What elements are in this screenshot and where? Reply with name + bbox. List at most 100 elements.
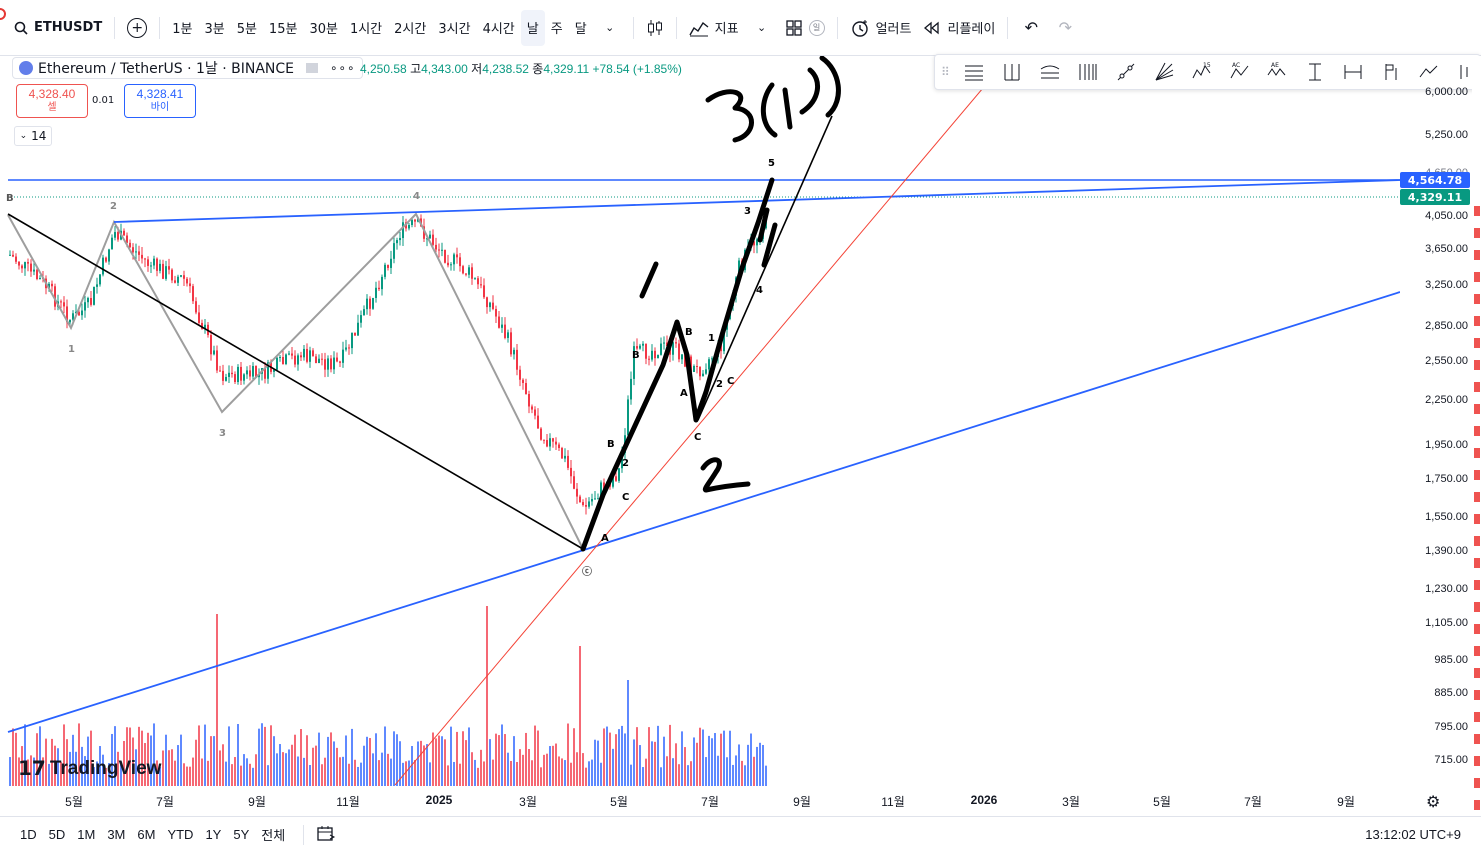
wave-15-tool-icon[interactable]: 15 (1189, 59, 1215, 85)
volume-bar (279, 744, 281, 786)
price-label: 5,250.00 (1425, 129, 1468, 141)
layouts-button[interactable] (779, 10, 809, 46)
price-chart[interactable]: B 2 1 3 4 B C A B 2 C B 1 A 2 C 3 4 5 ⓒ (0, 56, 1400, 816)
wave-label: B (6, 193, 14, 204)
indicators-icon (689, 21, 709, 36)
interval-3m[interactable]: 3분 (204, 22, 225, 37)
volume-bar (711, 738, 713, 786)
alerts-button[interactable]: 얼러트 (844, 10, 918, 46)
indicators-dropdown-button[interactable]: ⌄ (745, 10, 779, 46)
collapsed-count: 14 (31, 129, 47, 143)
interval-1m[interactable]: 1분 (172, 22, 193, 37)
candle-body (477, 278, 479, 285)
interval-15m[interactable]: 15분 (268, 22, 298, 37)
marker-tick (1474, 514, 1480, 524)
volume-bar (87, 736, 89, 786)
wave-ae-tool-icon[interactable]: AE (1264, 59, 1290, 85)
replay-button[interactable]: 리플레이 (917, 10, 1001, 46)
interval-5m[interactable]: 5분 (236, 22, 257, 37)
interval-day[interactable]: 날 (520, 9, 545, 46)
interval-4h[interactable]: 4시간 (482, 22, 515, 37)
downtrend-line[interactable] (7, 213, 584, 550)
sell-button[interactable]: 4,328.40 셀 (16, 84, 88, 118)
candle-body (312, 350, 314, 357)
fib-timezone-tool-icon[interactable] (1075, 59, 1101, 85)
interval-month[interactable]: 달 (574, 22, 587, 37)
candle-body (39, 278, 41, 280)
indicators-collapse-button[interactable]: ⌄ 14 (14, 126, 52, 146)
volume-bar (426, 744, 428, 786)
redo-button[interactable]: ↷ (1048, 10, 1082, 46)
interval-2h[interactable]: 2시간 (394, 22, 427, 37)
candle-body (174, 280, 176, 283)
buy-button[interactable]: 4,328.41 바이 (124, 84, 196, 118)
interval-1h[interactable]: 1시간 (349, 22, 383, 37)
indicators-button[interactable]: 지표 (683, 10, 745, 46)
legend-eye-icon[interactable] (306, 63, 319, 73)
clock-timezone[interactable]: 13:12:02 UTC+9 (1365, 827, 1461, 842)
candle-body (219, 370, 221, 372)
interval-week[interactable]: 주 (550, 22, 563, 37)
undo-button[interactable]: ↶ (1014, 10, 1048, 46)
interval-30m[interactable]: 30분 (309, 22, 338, 37)
candle-body (369, 298, 371, 309)
lower-trend-line[interactable] (7, 291, 1400, 733)
volume-bar (723, 730, 725, 786)
date-range-button[interactable] (316, 824, 336, 846)
range-3m[interactable]: 3M (107, 827, 126, 842)
drag-handle-icon[interactable]: ⠿ (941, 65, 950, 79)
trend-line-tool-icon[interactable] (1113, 59, 1139, 85)
upper-trend-line[interactable] (113, 179, 1400, 223)
range-1d[interactable]: 1D (20, 827, 37, 842)
more-tools-icon[interactable] (1454, 59, 1480, 85)
black-channel-line[interactable] (697, 115, 833, 421)
symbol-legend[interactable]: Ethereum / TetherUS · 1날 · BINANCE ∘∘∘ (12, 57, 363, 79)
volume-bar (174, 760, 176, 786)
timeframe-badge[interactable]: 일 (808, 19, 825, 36)
chart-type-button[interactable] (640, 10, 670, 46)
fib-channel-tool-icon[interactable] (1037, 59, 1063, 85)
range-5d[interactable]: 5D (48, 827, 66, 842)
path-tool-icon[interactable] (1416, 59, 1442, 85)
range-5y[interactable]: 5Y (233, 827, 250, 842)
fan-tool-icon[interactable] (1151, 59, 1177, 85)
price-label: 3,250.00 (1425, 279, 1468, 291)
tradingview-logo[interactable]: 𝟭𝟳 TradingView (18, 756, 161, 781)
volume-bar (546, 753, 548, 786)
candle-body (33, 269, 35, 272)
handwritten-two-stroke (700, 457, 751, 493)
vertical-range-tool-icon[interactable] (1302, 59, 1328, 85)
range-1y[interactable]: 1Y (205, 827, 222, 842)
elliott-wave-zigzag[interactable] (7, 212, 584, 550)
red-trend-line[interactable] (394, 56, 1011, 786)
candle-body (510, 332, 512, 355)
last-price-tag[interactable]: 4,329.11 (1400, 189, 1470, 205)
symbol-search-button[interactable]: ETHUSDT (8, 10, 108, 46)
redo-icon: ↷ (1058, 18, 1073, 37)
flag-tool-icon[interactable] (1378, 59, 1404, 85)
horizontal-range-tool-icon[interactable] (1340, 59, 1366, 85)
resistance-price-tag[interactable]: 4,564.78 (1400, 172, 1470, 188)
interval-3h[interactable]: 3시간 (438, 22, 471, 37)
time-axis[interactable]: 5월 7월 9월 11월 2025 3월 5월 7월 9월 11월 2026 3… (0, 790, 1400, 812)
price-scale[interactable]: 6,000.00 5,250.00 4,650.00 4,050.00 3,65… (1400, 56, 1472, 816)
volume-bar (591, 759, 593, 786)
range-all[interactable]: 전체 (261, 828, 286, 843)
candle-body (9, 254, 11, 256)
horizontal-lines-tool-icon[interactable] (961, 59, 987, 85)
volume-bar (390, 758, 392, 786)
more-options-icon[interactable]: ∘∘∘ (330, 61, 356, 75)
range-6m[interactable]: 6M (137, 827, 156, 842)
pitchfork-tool-icon[interactable] (999, 59, 1025, 85)
high-value: 4,343.00 (421, 62, 468, 76)
range-1m[interactable]: 1M (77, 827, 96, 842)
wave-label: C (694, 432, 701, 443)
gear-icon[interactable]: ⚙ (1426, 792, 1441, 811)
interval-dropdown-button[interactable]: ⌄ (593, 10, 627, 46)
volume-bar (762, 744, 764, 786)
wave-abc-tool-icon[interactable]: AC (1227, 59, 1253, 85)
candle-body (189, 283, 191, 287)
volume-bar (576, 752, 578, 786)
range-ytd[interactable]: YTD (167, 827, 194, 842)
compare-symbol-button[interactable]: + (121, 10, 153, 46)
